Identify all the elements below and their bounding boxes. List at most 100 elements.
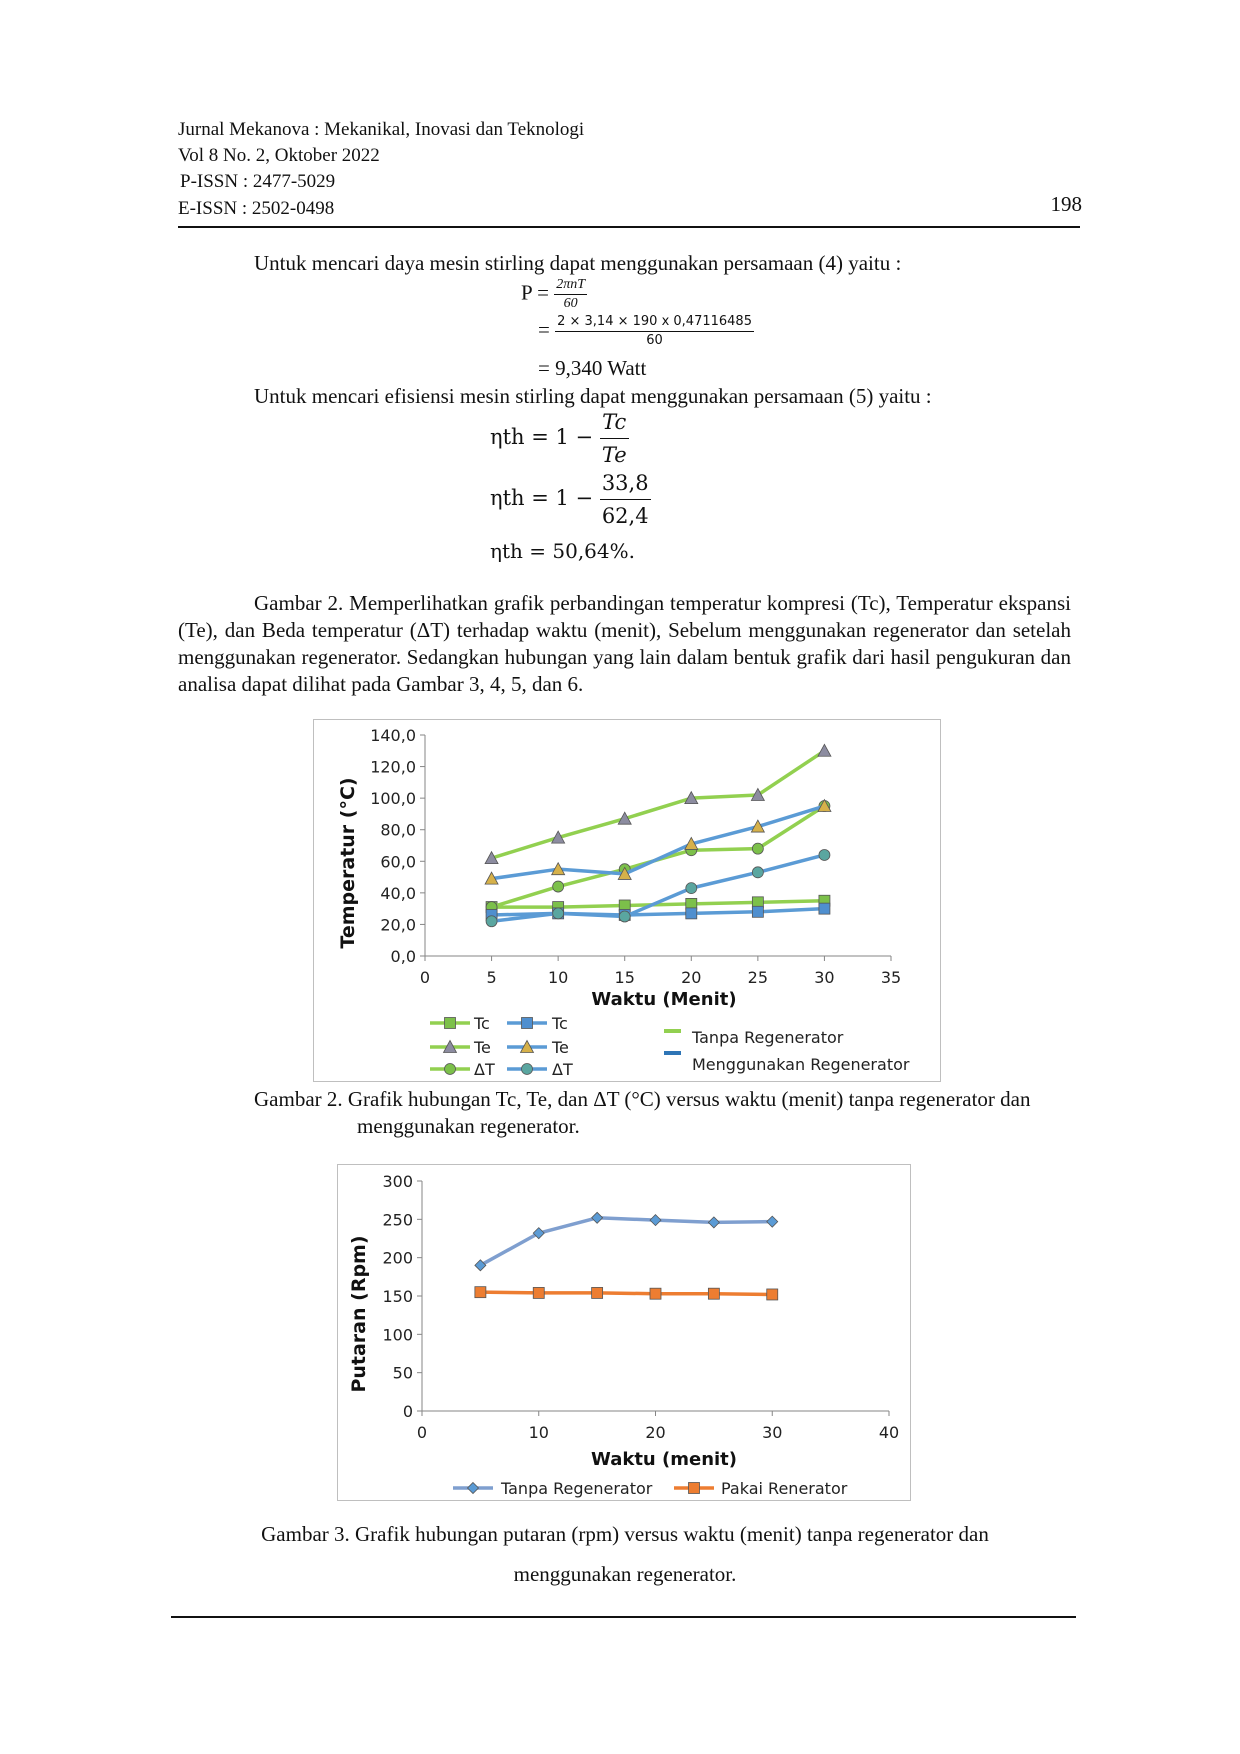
y-tick-label: 0,0: [391, 947, 416, 966]
x-tick-label: 20: [645, 1423, 665, 1442]
denominator: 60: [563, 296, 578, 311]
y-tick-label: 250: [382, 1210, 413, 1229]
volume: Vol 8 No. 2, Oktober 2022: [178, 145, 380, 166]
x-tick-label: 5: [486, 968, 496, 987]
x-axis-label: Waktu (Menit): [591, 989, 736, 1010]
y-tick-label: 150: [382, 1287, 413, 1306]
eissn: E-ISSN : 2502-0498: [178, 198, 335, 219]
y-tick-label: 100,0: [370, 789, 416, 808]
data-point: [707, 1216, 720, 1229]
figure: 0 50 100 150 200 250 300 0 10 20 30 40 Waktu (menit)…: [337, 1164, 911, 1501]
caption: Gambar 2. Grafik hubungan Tc, Te, dan ΔT…: [254, 1087, 1031, 1138]
equation: ηth = 1 − Tc Te: [490, 406, 629, 471]
data-point: [751, 842, 764, 855]
journal-name: Jurnal Mekanova : Mekanikal, Inovasi dan…: [178, 119, 585, 140]
equation-result: ηth = 50,64%.: [490, 539, 635, 563]
y-tick-label: 50: [393, 1364, 413, 1383]
x-tick-label: 20: [681, 968, 701, 987]
data-point: [617, 866, 632, 880]
x-tick-label: 25: [748, 968, 768, 987]
x-tick-label: 35: [881, 968, 901, 987]
series-line: [479, 1216, 773, 1267]
data-point: [474, 1286, 487, 1299]
data-point: [618, 910, 631, 923]
data-point: [707, 1287, 720, 1300]
data-point: [591, 1287, 604, 1299]
data-point: [484, 871, 499, 885]
numerator: Tc: [599, 406, 629, 439]
y-tick-label: 140,0: [370, 726, 416, 745]
denominator: Te: [601, 443, 627, 467]
data-point: [552, 907, 565, 920]
data-point: [818, 902, 831, 915]
eq-lhs: ηth = 1 −: [490, 425, 594, 449]
data-point: [532, 1227, 545, 1240]
paragraph: Gambar 2. Memperlihatkan grafik perbandi…: [178, 591, 1071, 696]
x-tick-label: 0: [420, 968, 430, 987]
chart: 0,0 20,0 40,0 60,0 80,0 100,0 120,0 140,0 0 5 10 15…: [337, 726, 910, 1079]
data-point: [684, 790, 699, 805]
data-point: [649, 1214, 662, 1227]
denominator: 62,4: [601, 504, 649, 528]
group-label: Menggunakan Regenerator: [692, 1055, 910, 1074]
data-point: [818, 849, 831, 861]
data-point: [484, 850, 499, 865]
data-point: [817, 798, 832, 812]
legend-label: Tc: [473, 1014, 490, 1033]
data-point: [617, 811, 632, 825]
y-axis-label: Temperatur (°C): [337, 777, 359, 948]
eq-lhs: =: [538, 317, 550, 342]
legend-label: ΔT: [474, 1060, 495, 1079]
data-point: [685, 907, 698, 920]
y-tick-label: 60,0: [380, 852, 416, 871]
series-line: [491, 804, 825, 881]
legend-label: Te: [473, 1038, 491, 1057]
legend-label: Te: [551, 1038, 569, 1057]
y-tick-label: 0: [403, 1402, 413, 1421]
data-point: [684, 836, 699, 850]
data-point: [591, 1211, 604, 1224]
numerator: 33,8: [599, 467, 651, 500]
numerator: 2 × 3,14 × 190 x 0,47116485: [555, 313, 754, 332]
x-axis-label: Waktu (menit): [591, 1449, 737, 1470]
data-point: [817, 743, 832, 757]
data-point: [766, 1288, 779, 1301]
legend-marker: [688, 1482, 700, 1494]
y-tick-label: 300: [382, 1172, 413, 1191]
group-label: Tanpa Regenerator: [691, 1028, 844, 1047]
fraction: 2πnT 60: [554, 276, 588, 313]
footer-rule: [171, 1616, 1076, 1618]
intro-efficiency: Untuk mencari efisiensi mesin stirling d…: [254, 384, 932, 408]
series-line: [491, 899, 825, 909]
x-tick-label: 10: [529, 1423, 549, 1442]
legend-marker: [521, 1063, 533, 1075]
y-tick-label: 200: [382, 1249, 413, 1268]
numerator: 2πnT: [554, 276, 588, 295]
legend-marker: [444, 1063, 456, 1075]
series-line: [491, 749, 826, 860]
pissn: P-ISSN : 2477-5029: [180, 171, 336, 192]
y-tick-label: 40,0: [380, 884, 416, 903]
equation: = 2 × 3,14 × 190 x 0,47116485 60: [538, 313, 754, 350]
data-point: [685, 882, 698, 895]
data-point: [750, 787, 766, 801]
data-point: [474, 1259, 487, 1272]
equation-result: = 9,340 Watt: [538, 356, 647, 380]
x-tick-label: 40: [879, 1423, 899, 1442]
legend-label: Tc: [551, 1014, 568, 1033]
intro-power: Untuk mencari daya mesin stirling dapat …: [254, 251, 902, 275]
legend-marker: [521, 1017, 533, 1029]
y-tick-label: 80,0: [380, 821, 416, 840]
x-tick-label: 30: [762, 1423, 782, 1442]
data-point: [550, 830, 566, 844]
y-tick-label: 20,0: [380, 915, 416, 934]
data-point: [552, 880, 565, 893]
equation: P = 2πnT 60: [521, 276, 588, 313]
chart: 0 50 100 150 200 250 300 0 10 20 30 40 Waktu (menit)…: [348, 1172, 899, 1498]
x-tick-label: 10: [548, 968, 568, 987]
legend-marker: [519, 1039, 535, 1053]
page-number: 198: [1050, 192, 1083, 216]
data-point: [766, 1215, 779, 1228]
legend-marker: [442, 1039, 458, 1053]
